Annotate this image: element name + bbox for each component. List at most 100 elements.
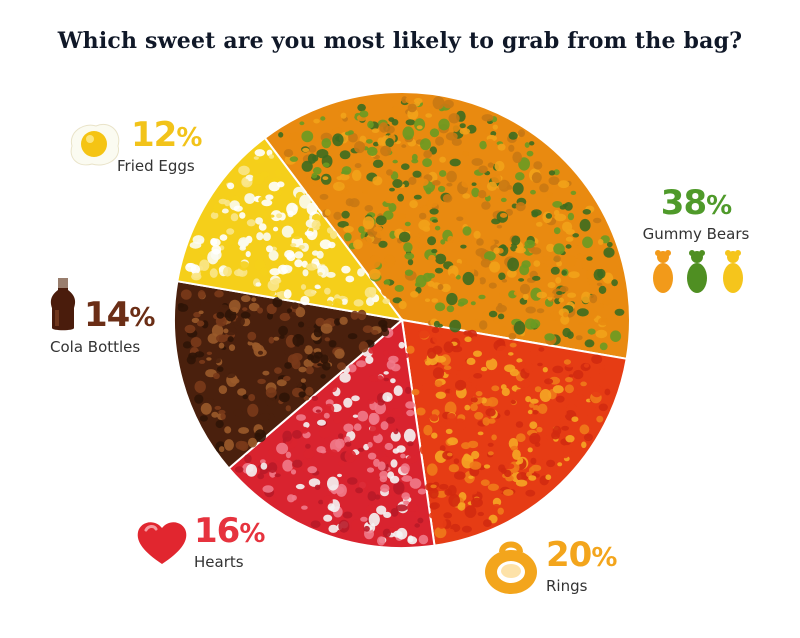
candy-piece [338, 460, 345, 467]
candy-piece [561, 270, 567, 276]
candy-piece [334, 318, 341, 326]
candy-piece [611, 279, 618, 287]
candy-piece [289, 311, 297, 318]
candy-piece [406, 503, 419, 512]
candy-piece [223, 266, 232, 277]
candy-piece [235, 316, 245, 327]
candy-piece [581, 291, 592, 304]
candy-piece [417, 178, 429, 186]
candy-piece [564, 384, 575, 394]
candy-piece [538, 347, 545, 352]
candy-piece [576, 308, 589, 317]
candy-piece [416, 125, 423, 130]
candy-piece [440, 239, 446, 245]
candy-piece [416, 407, 426, 416]
candy-piece [214, 405, 222, 410]
candy-piece [278, 132, 284, 138]
candy-piece [324, 287, 331, 295]
candy-piece [284, 348, 293, 356]
candy-piece [422, 158, 432, 168]
candy-piece [311, 395, 319, 401]
candy-piece [221, 208, 229, 214]
candy-piece [343, 232, 352, 242]
candy-piece [322, 176, 329, 181]
candy-piece [350, 310, 359, 320]
candy-piece [281, 225, 294, 238]
candy-piece [337, 362, 346, 371]
candy-piece [529, 398, 539, 404]
candy-piece [434, 302, 446, 312]
candy-piece [553, 255, 561, 263]
candy-piece [304, 345, 313, 355]
ring-sweet-icon [485, 541, 537, 594]
candy-piece [390, 152, 398, 159]
candy-piece [552, 365, 564, 374]
candy-piece [448, 464, 460, 473]
candy-piece [508, 352, 514, 356]
candy-piece [517, 361, 526, 368]
candy-piece [546, 243, 555, 253]
candy-piece [367, 441, 373, 448]
candy-piece [570, 190, 577, 195]
candy-piece [419, 444, 429, 455]
candy-piece [351, 169, 362, 181]
candy-piece [301, 160, 313, 172]
candy-piece [285, 405, 291, 412]
candy-piece [593, 269, 604, 281]
candy-piece [238, 165, 250, 176]
candy-piece [313, 179, 322, 188]
candy-piece [305, 366, 314, 375]
pie-texture [177, 95, 625, 546]
candy-piece [516, 472, 529, 482]
candy-piece [351, 519, 362, 531]
candy-piece [367, 399, 375, 404]
candy-piece [340, 112, 347, 119]
candy-piece [486, 181, 498, 191]
candy-piece [586, 256, 593, 261]
candy-piece [399, 352, 410, 359]
candy-piece [341, 298, 348, 305]
candy-piece [435, 253, 447, 265]
candy-piece [218, 266, 225, 272]
candy-piece [254, 149, 265, 157]
candy-piece [529, 432, 541, 445]
candy-piece [537, 403, 548, 414]
candy-piece [290, 469, 297, 475]
candy-piece [394, 284, 404, 292]
candy-piece [267, 462, 278, 473]
candy-piece [491, 385, 500, 392]
candy-piece [219, 216, 225, 223]
candy-piece [384, 442, 394, 451]
candy-piece [332, 298, 343, 307]
candy-piece [349, 216, 356, 223]
candy-piece [391, 105, 401, 114]
candy-piece [379, 122, 389, 133]
candy-piece [583, 433, 593, 442]
candy-piece [278, 325, 288, 336]
candy-piece [262, 232, 271, 241]
candy-piece [425, 360, 431, 366]
candy-piece [302, 147, 310, 153]
candy-piece [471, 336, 479, 343]
candy-piece [221, 433, 229, 439]
candy-piece [180, 289, 192, 300]
candy-piece [413, 194, 422, 200]
candy-piece [443, 512, 453, 519]
candy-piece [432, 219, 438, 223]
candy-piece [328, 449, 338, 457]
candy-piece [462, 150, 469, 157]
candy-piece [580, 381, 587, 387]
candy-piece [498, 179, 511, 192]
candy-piece [467, 440, 479, 449]
candy-piece [311, 220, 321, 231]
candy-piece [386, 416, 395, 424]
candy-piece [489, 261, 501, 273]
candy-piece [464, 164, 471, 171]
candy-piece [505, 208, 513, 216]
candy-piece [448, 493, 461, 507]
candy-piece [449, 388, 456, 395]
candy-piece [199, 259, 210, 271]
candy-piece [556, 291, 563, 295]
candy-piece [453, 363, 463, 371]
candy-piece [390, 508, 399, 517]
